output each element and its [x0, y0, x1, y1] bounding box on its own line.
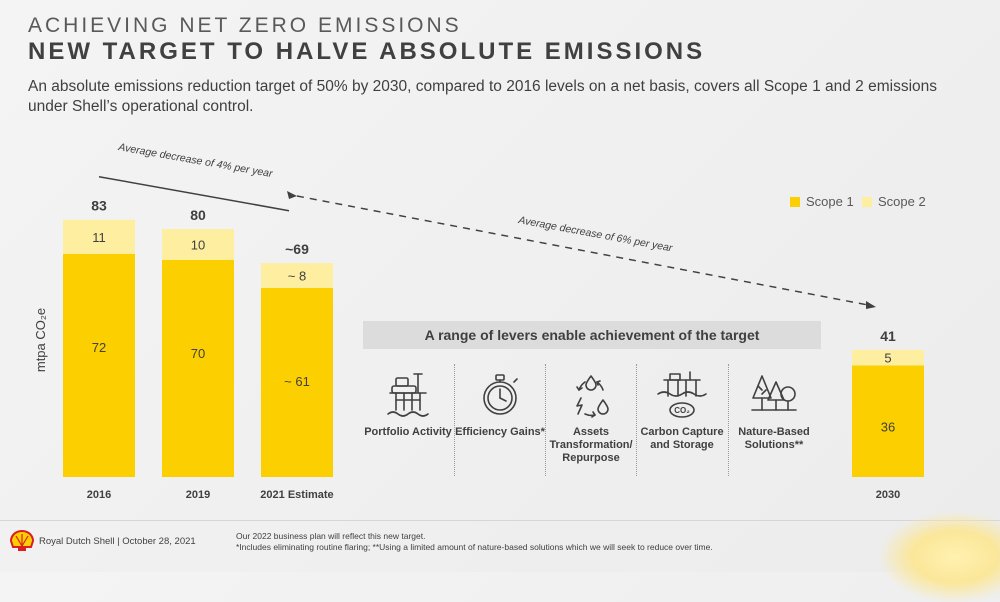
bar-total-label: 83 — [91, 198, 107, 214]
bar-scope1 — [261, 287, 333, 477]
trend-arrowhead — [866, 301, 876, 309]
bar-scope2-label: ~ 8 — [288, 269, 306, 284]
company-date: Royal Dutch Shell | October 28, 2021 — [39, 536, 196, 547]
slide-title: NEW TARGET TO HALVE ABSOLUTE EMISSIONS — [28, 38, 706, 65]
bar-scope2 — [63, 219, 135, 254]
bar-total-label: 41 — [880, 328, 896, 344]
bar-scope2-label: 10 — [191, 238, 205, 253]
slide-subtitle: An absolute emissions reduction target o… — [28, 78, 938, 115]
footnote-asterisks: *Includes eliminating routine flaring; *… — [236, 542, 713, 552]
lever-portfolio-activity: Portfolio Activity — [363, 364, 453, 476]
x-tick-label: 2021 Estimate — [260, 489, 333, 501]
decorative-yellow-blob — [880, 512, 1000, 602]
bar-scope2 — [261, 263, 333, 288]
oil-platform-icon — [387, 373, 429, 417]
lever-efficiency-gains: Efficiency Gains* — [455, 364, 545, 476]
lever-label: Efficiency Gains* — [455, 426, 545, 438]
lever-label: Portfolio Activity — [364, 426, 452, 438]
x-tick-label: 2016 — [87, 489, 111, 501]
legend-scope1: Scope 1 — [790, 194, 854, 209]
scope2-swatch — [862, 196, 872, 207]
lever-assets-transformation: Assets Transformation/ Repurpose — [546, 364, 636, 476]
trend-annotation: Average decrease of 6% per year — [516, 214, 673, 255]
trend-arrow-dashed — [296, 195, 869, 306]
trend-arrow-solid — [98, 175, 290, 212]
slide-kicker: ACHIEVING NET ZERO EMISSIONS — [28, 14, 462, 37]
bar-scope2-label: 11 — [92, 230, 106, 245]
lever-nature-based: Nature-Based Solutions** — [729, 364, 819, 476]
lever-divider — [728, 364, 729, 476]
recycle-droplet-icon — [576, 375, 609, 418]
bar-scope1-label: 70 — [191, 346, 205, 361]
lever-label: Assets Transformation/ Repurpose — [549, 426, 633, 464]
bar-scope1 — [63, 253, 135, 477]
legend-scope2-label: Scope 2 — [878, 194, 926, 209]
stopwatch-icon — [483, 374, 518, 415]
trees-icon — [751, 375, 797, 411]
legend-scope1-label: Scope 1 — [806, 194, 854, 209]
y-axis-label: mtpa CO₂e — [33, 308, 48, 372]
ccs-platform-icon: CO₂ — [657, 371, 707, 418]
shell-logo — [10, 530, 34, 551]
footnote-business-plan: Our 2022 business plan will reflect this… — [236, 531, 426, 541]
lever-divider — [545, 364, 546, 476]
bar-scope2 — [162, 229, 234, 260]
legend-scope2: Scope 2 — [862, 194, 926, 209]
bar-scope1 — [162, 260, 234, 477]
bar-scope1 — [852, 365, 924, 477]
ccs-badge-text: CO₂ — [674, 406, 690, 415]
emissions-bar-chart: mtpa CO₂e 72 11 83 2016 70 10 80 2019 ~ 61 ~ 8 ~69 2… — [33, 141, 924, 501]
lever-divider — [454, 364, 455, 476]
bar-total-label: ~69 — [285, 241, 309, 257]
bar-scope1-label: ~ 61 — [284, 374, 310, 389]
bar-scope2 — [852, 349, 924, 366]
lever-label: Nature-Based Solutions** — [738, 426, 810, 451]
lever-carbon-capture: CO₂ Carbon Capture and Storage — [637, 364, 727, 476]
footnotes: Our 2022 business plan will reflect this… — [236, 531, 856, 553]
levers-banner: A range of levers enable achievement of … — [363, 321, 821, 349]
trend-annotation: Average decrease of 4% per year — [116, 141, 273, 180]
lever-label: Carbon Capture and Storage — [640, 426, 724, 451]
footer-rule — [0, 520, 1000, 521]
lever-divider — [636, 364, 637, 476]
trend-arrowhead — [287, 191, 297, 199]
scope1-swatch — [790, 196, 800, 207]
x-tick-label: 2019 — [186, 489, 210, 501]
bar-scope1-label: 72 — [92, 340, 106, 355]
x-tick-label: 2030 — [876, 489, 900, 501]
bar-scope1-label: 36 — [881, 419, 895, 434]
bar-scope2-label: 5 — [884, 351, 891, 366]
bar-total-label: 80 — [190, 207, 206, 223]
